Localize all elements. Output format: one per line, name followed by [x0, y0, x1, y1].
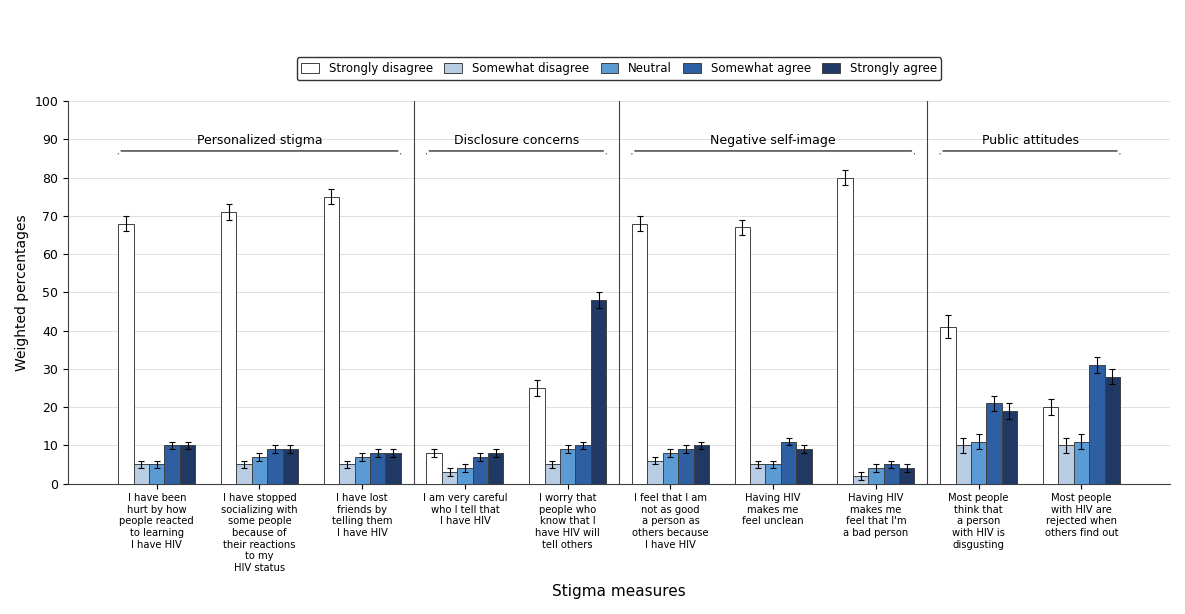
- Bar: [591, 300, 607, 484]
- Text: Personalized stigma: Personalized stigma: [197, 134, 322, 147]
- X-axis label: Stigma measures: Stigma measures: [552, 584, 686, 599]
- Bar: [781, 441, 796, 484]
- Bar: [118, 223, 134, 484]
- Bar: [632, 223, 647, 484]
- Bar: [473, 457, 488, 484]
- Bar: [236, 464, 251, 484]
- Bar: [796, 449, 812, 484]
- Bar: [220, 212, 236, 484]
- Bar: [282, 449, 297, 484]
- Bar: [735, 227, 750, 484]
- Bar: [884, 464, 899, 484]
- Bar: [324, 197, 339, 484]
- Bar: [339, 464, 354, 484]
- Bar: [457, 468, 473, 484]
- Bar: [971, 441, 986, 484]
- Bar: [1089, 365, 1104, 484]
- Bar: [940, 327, 955, 484]
- Bar: [442, 472, 457, 484]
- Bar: [750, 464, 766, 484]
- Bar: [385, 453, 401, 484]
- Bar: [662, 453, 678, 484]
- Bar: [766, 464, 781, 484]
- Bar: [647, 460, 662, 484]
- Bar: [149, 464, 165, 484]
- Bar: [1104, 376, 1120, 484]
- Bar: [838, 177, 853, 484]
- Text: Disclosure concerns: Disclosure concerns: [454, 134, 579, 147]
- Legend: Strongly disagree, Somewhat disagree, Neutral, Somewhat agree, Strongly agree: Strongly disagree, Somewhat disagree, Ne…: [296, 58, 941, 80]
- Bar: [1058, 445, 1074, 484]
- Bar: [251, 457, 267, 484]
- Bar: [180, 445, 196, 484]
- Text: Negative self-image: Negative self-image: [710, 134, 835, 147]
- Bar: [576, 445, 591, 484]
- Bar: [853, 476, 869, 484]
- Text: Public attitudes: Public attitudes: [981, 134, 1078, 147]
- Bar: [370, 453, 385, 484]
- Bar: [530, 388, 545, 484]
- Bar: [427, 453, 442, 484]
- Bar: [267, 449, 282, 484]
- Bar: [955, 445, 971, 484]
- Bar: [1043, 407, 1058, 484]
- Bar: [134, 464, 149, 484]
- Bar: [899, 468, 915, 484]
- Bar: [678, 449, 693, 484]
- Bar: [488, 453, 504, 484]
- Bar: [986, 403, 1001, 484]
- Bar: [869, 468, 884, 484]
- Bar: [354, 457, 370, 484]
- Bar: [165, 445, 180, 484]
- Bar: [1001, 411, 1017, 484]
- Bar: [561, 449, 576, 484]
- Bar: [545, 464, 561, 484]
- Bar: [693, 445, 709, 484]
- Bar: [1074, 441, 1089, 484]
- Y-axis label: Weighted percentages: Weighted percentages: [15, 214, 28, 371]
